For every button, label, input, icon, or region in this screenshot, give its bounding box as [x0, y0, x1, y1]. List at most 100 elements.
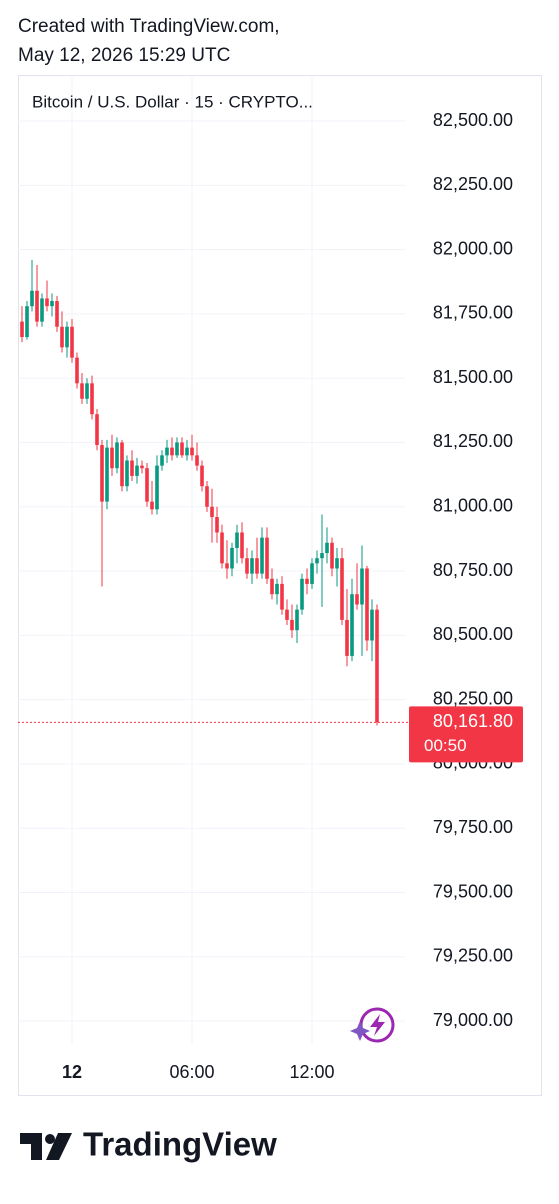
- x-tick-label: 12:00: [289, 1062, 334, 1082]
- candle-body: [365, 568, 369, 641]
- candle-body: [65, 326, 69, 348]
- candle-body: [345, 619, 349, 656]
- candle-body: [85, 383, 89, 399]
- candle-body: [305, 578, 309, 584]
- candle-body: [20, 321, 24, 338]
- candle-body: [375, 609, 379, 723]
- candle-body: [355, 594, 359, 605]
- y-tick-label: 79,250.00: [433, 946, 513, 966]
- candle-body: [255, 558, 259, 574]
- y-tick-label: 82,500.00: [433, 110, 513, 130]
- candle-body: [40, 298, 44, 322]
- candle-body: [105, 447, 109, 502]
- candle-body: [110, 447, 114, 469]
- candle-body: [165, 447, 169, 456]
- y-tick-label: 80,750.00: [433, 560, 513, 580]
- countdown-label: 00:50: [424, 736, 467, 755]
- candle-body: [325, 542, 329, 554]
- candle-body: [340, 558, 344, 620]
- candle-body: [205, 486, 209, 507]
- y-tick-label: 82,000.00: [433, 238, 513, 258]
- brand-logo: [20, 1133, 72, 1160]
- candle-body: [115, 442, 119, 469]
- ai-icon: [350, 1007, 395, 1043]
- candle-body: [60, 326, 64, 348]
- candle-body: [310, 563, 314, 584]
- candle-body: [235, 532, 239, 548]
- candle-body: [80, 383, 84, 399]
- candle-body: [130, 460, 134, 476]
- y-tick-label: 79,000.00: [433, 1010, 513, 1030]
- y-tick-label: 79,500.00: [433, 881, 513, 901]
- candle-body: [290, 619, 294, 631]
- candle-body: [55, 301, 59, 327]
- candle-body: [230, 547, 234, 569]
- candle-body: [360, 568, 364, 605]
- candle-body: [100, 445, 104, 502]
- candle-body: [195, 455, 199, 466]
- candle-body: [315, 558, 319, 564]
- candle-body: [350, 594, 354, 656]
- candle-body: [210, 506, 214, 518]
- candle-body: [90, 383, 94, 415]
- y-tick-label: 80,500.00: [433, 624, 513, 644]
- y-tick-label: 81,750.00: [433, 303, 513, 323]
- candle-body: [215, 517, 219, 533]
- candle-body: [180, 442, 184, 456]
- candle-body: [200, 465, 204, 487]
- candle-body: [280, 583, 284, 610]
- last-price-box: [409, 706, 523, 763]
- candle-body: [225, 563, 229, 569]
- candle-body: [295, 609, 299, 631]
- candle-body: [245, 558, 249, 574]
- candle-body: [285, 609, 289, 620]
- y-tick-label: 79,750.00: [433, 817, 513, 837]
- candle-body: [175, 442, 179, 456]
- chart-frame: [18, 75, 542, 1096]
- candle-body: [30, 290, 34, 307]
- candle-body: [370, 609, 374, 641]
- candle-body: [120, 442, 124, 487]
- candle-body: [320, 553, 324, 559]
- x-tick-label: 12: [62, 1062, 82, 1082]
- y-tick-label: 81,250.00: [433, 431, 513, 451]
- header-line: Created with TradingView.com,: [18, 16, 280, 37]
- candle-body: [70, 326, 74, 358]
- candle-body: [170, 447, 174, 456]
- candle-body: [275, 583, 279, 595]
- x-tick-label: 06:00: [169, 1062, 214, 1082]
- candle-body: [300, 578, 304, 610]
- candle-body: [135, 465, 139, 476]
- y-tick-label: 81,000.00: [433, 496, 513, 516]
- candle-body: [185, 447, 189, 456]
- candle-body: [155, 465, 159, 510]
- candle-body: [335, 558, 339, 569]
- candle-body: [125, 460, 129, 487]
- candle-body: [160, 455, 164, 466]
- last-price-label: 80,161.80: [433, 711, 513, 731]
- plot: [18, 75, 405, 1045]
- candle-body: [265, 537, 269, 579]
- header-line: May 12, 2026 15:29 UTC: [18, 45, 230, 66]
- candle-body: [50, 301, 54, 307]
- candle-body: [140, 465, 144, 469]
- candle-body: [190, 447, 194, 456]
- y-tick-label: 81,500.00: [433, 367, 513, 387]
- candle-body: [95, 414, 99, 446]
- candle-body: [45, 298, 49, 307]
- brand-name: TradingView: [83, 1126, 277, 1163]
- candle-body: [35, 290, 39, 322]
- candle-body: [240, 532, 244, 559]
- candle-body: [75, 357, 79, 384]
- candle-body: [330, 542, 334, 569]
- candle-body: [145, 468, 149, 502]
- chart-title: Bitcoin / U.S. Dollar · 15 · CRYPTO...: [32, 92, 313, 111]
- y-tick-label: 80,250.00: [433, 688, 513, 708]
- candle-body: [250, 558, 254, 574]
- candle-body: [220, 532, 224, 564]
- y-tick-label: 82,250.00: [433, 174, 513, 194]
- candle-body: [150, 501, 154, 510]
